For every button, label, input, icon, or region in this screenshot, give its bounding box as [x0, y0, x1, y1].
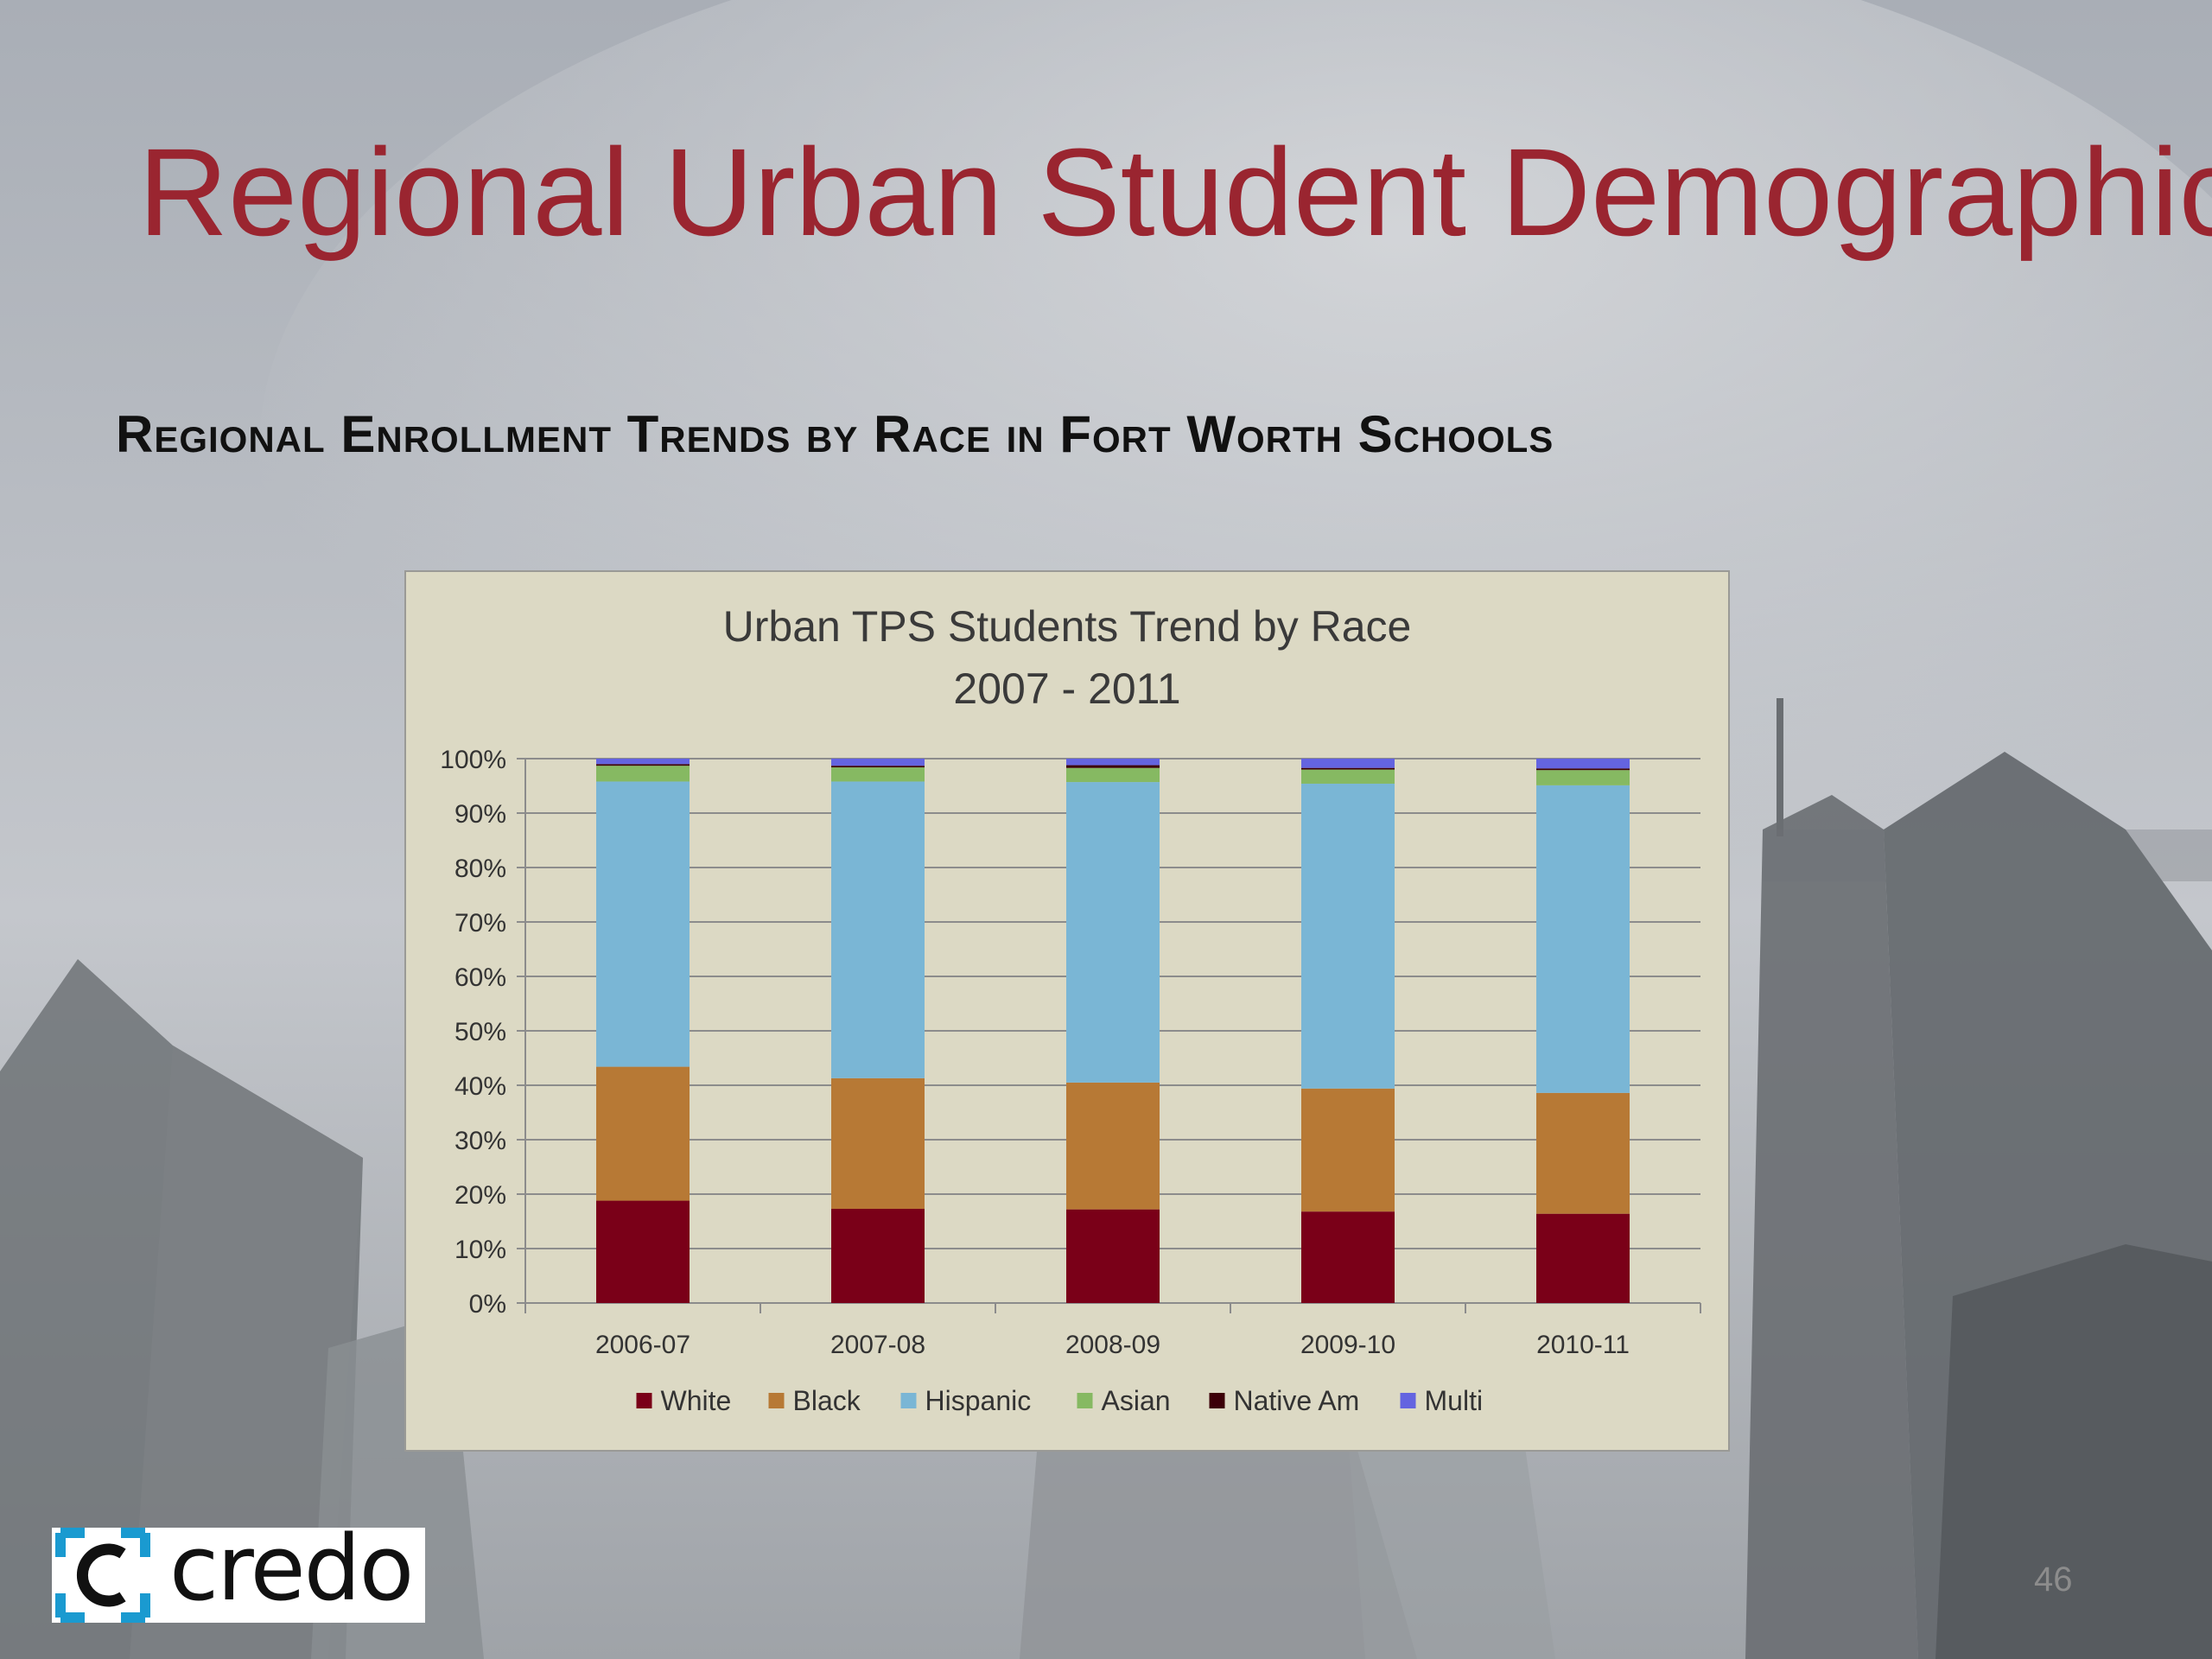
x-tick-label: 2009-10	[1300, 1331, 1395, 1359]
bar-segment-black	[831, 1077, 925, 1210]
bar-segment-black	[596, 1066, 690, 1201]
legend-label-black: Black	[793, 1385, 861, 1416]
bar-segment-black	[1066, 1082, 1160, 1210]
bar-segment-hispanic	[1301, 783, 1395, 1089]
legend-label-hispanic: Hispanic	[925, 1385, 1032, 1416]
x-tick-label: 2010-11	[1536, 1331, 1630, 1359]
bar-segment-multi	[596, 759, 690, 765]
y-tick-label: 0%	[469, 1290, 506, 1319]
bar-segment-multi	[1301, 759, 1395, 768]
y-tick-label: 30%	[454, 1127, 506, 1155]
credo-logo: credo	[52, 1521, 425, 1623]
bar-segment-multi	[1066, 759, 1160, 766]
legend-label-native-am: Native Am	[1234, 1385, 1360, 1416]
bar-segment-hispanic	[596, 781, 690, 1067]
bar-segment-asian	[1536, 770, 1630, 785]
bar-segment-native-am	[831, 766, 925, 768]
bar-segment-white	[1066, 1209, 1160, 1303]
bar-segment-asian	[1301, 769, 1395, 784]
y-tick-label: 100%	[440, 746, 506, 774]
bar-segment-asian	[831, 767, 925, 782]
bar-segment-white	[596, 1200, 690, 1303]
legend-swatch-asian	[1077, 1393, 1093, 1408]
page-number: 46	[2034, 1560, 2073, 1599]
bar-segment-black	[1536, 1092, 1630, 1214]
bar-segment-native-am	[1536, 768, 1630, 771]
legend-swatch-native-am	[1209, 1393, 1225, 1408]
bar-segment-black	[1301, 1088, 1395, 1212]
logo-wordmark: credo	[169, 1516, 414, 1621]
y-tick-label: 40%	[454, 1072, 506, 1101]
x-tick-label: 2008-09	[1065, 1331, 1160, 1359]
chart-title: Urban TPS Students Trend by Race	[723, 602, 1412, 651]
legend-label-white: White	[661, 1385, 732, 1416]
chart-subtitle: 2007 - 2011	[953, 664, 1180, 713]
bar-segment-hispanic	[1066, 782, 1160, 1083]
bar-segment-multi	[1536, 759, 1630, 769]
y-tick-label: 20%	[454, 1181, 506, 1210]
bar-segment-hispanic	[831, 781, 925, 1078]
y-tick-label: 50%	[454, 1018, 506, 1046]
legend-label-multi: Multi	[1425, 1385, 1484, 1416]
x-tick-label: 2006-07	[595, 1331, 690, 1359]
y-tick-label: 10%	[454, 1236, 506, 1264]
chart-panel: Urban TPS Students Trend by Race 2007 - 2…	[404, 570, 1730, 1452]
y-tick-label: 60%	[454, 963, 506, 992]
y-tick-label: 70%	[454, 909, 506, 938]
bar-segment-hispanic	[1536, 785, 1630, 1093]
x-tick-label: 2007-08	[830, 1331, 925, 1359]
legend-swatch-white	[636, 1393, 652, 1408]
bar-segment-asian	[1066, 767, 1160, 783]
bar-segment-white	[1536, 1213, 1630, 1303]
stacked-bar-chart: Urban TPS Students Trend by Race 2007 - 2…	[440, 602, 1701, 1416]
legend-label-asian: Asian	[1102, 1385, 1171, 1416]
legend-swatch-black	[768, 1393, 785, 1408]
bar-segment-white	[1301, 1211, 1395, 1303]
slide-subtitle: Regional Enrollment Trends by Race in Fo…	[116, 405, 1554, 463]
y-tick-label: 90%	[454, 800, 506, 829]
bar-segment-native-am	[1301, 767, 1395, 770]
bar-segment-asian	[596, 766, 690, 782]
y-tick-label: 80%	[454, 855, 506, 883]
bar-segment-white	[831, 1209, 925, 1303]
slide-title: Regional Urban Student Demographics	[138, 123, 2212, 262]
bar-segment-native-am	[1066, 765, 1160, 768]
legend-swatch-hispanic	[900, 1393, 917, 1408]
bar-segment-multi	[831, 759, 925, 766]
bar-segment-native-am	[596, 764, 690, 766]
legend-swatch-multi	[1400, 1393, 1416, 1408]
credo-logo-mark	[55, 1528, 150, 1623]
